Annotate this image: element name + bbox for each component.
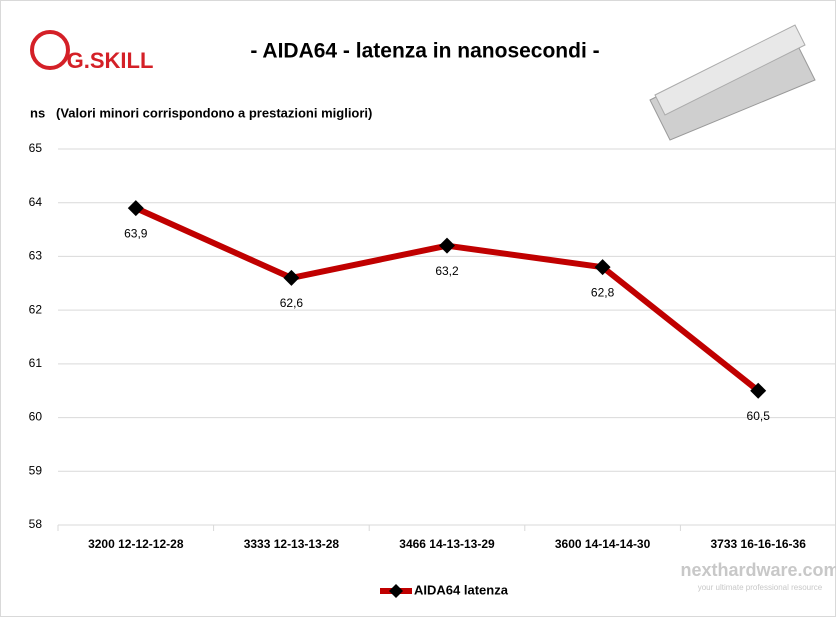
point-marker <box>750 382 767 399</box>
y-tick-label: 63 <box>29 249 43 263</box>
y-axis-label: ns <box>30 105 45 120</box>
memory-image <box>649 24 816 141</box>
y-tick-label: 62 <box>29 302 43 316</box>
y-tick-label: 58 <box>29 517 43 531</box>
y-tick-label: 59 <box>29 463 43 477</box>
x-tick-label: 3200 12-12-12-28 <box>88 537 184 551</box>
watermark: nexthardware.com <box>680 560 836 580</box>
legend-label: AIDA64 latenza <box>414 582 509 597</box>
x-tick-label: 3733 16-16-16-36 <box>710 537 806 551</box>
subtitle: (Valori minori corrispondono a prestazio… <box>56 105 372 120</box>
point-marker <box>127 200 144 217</box>
data-label: 60,5 <box>747 409 771 423</box>
legend-marker <box>389 584 403 598</box>
point-marker <box>594 259 611 276</box>
logo-swoosh <box>30 30 70 70</box>
data-label: 62,6 <box>280 296 304 310</box>
watermark-tagline: your ultimate professional resource <box>698 583 823 592</box>
data-label: 63,2 <box>435 264 459 278</box>
x-tick-label: 3333 12-13-13-28 <box>244 537 340 551</box>
x-tick-label: 3466 14-13-13-29 <box>399 537 495 551</box>
point-marker <box>439 237 455 254</box>
x-tick-label: 3600 14-14-14-30 <box>555 537 651 551</box>
data-label: 63,9 <box>124 226 148 240</box>
point-marker <box>283 269 300 286</box>
y-tick-label: 64 <box>29 195 43 209</box>
y-tick-label: 61 <box>29 356 43 370</box>
y-tick-label: 60 <box>29 410 43 424</box>
y-tick-label: 65 <box>29 141 43 155</box>
data-label: 62,8 <box>591 285 615 299</box>
logo: G.SKILL <box>67 48 154 73</box>
chart-title: - AIDA64 - latenza in nanosecondi - <box>250 40 599 63</box>
